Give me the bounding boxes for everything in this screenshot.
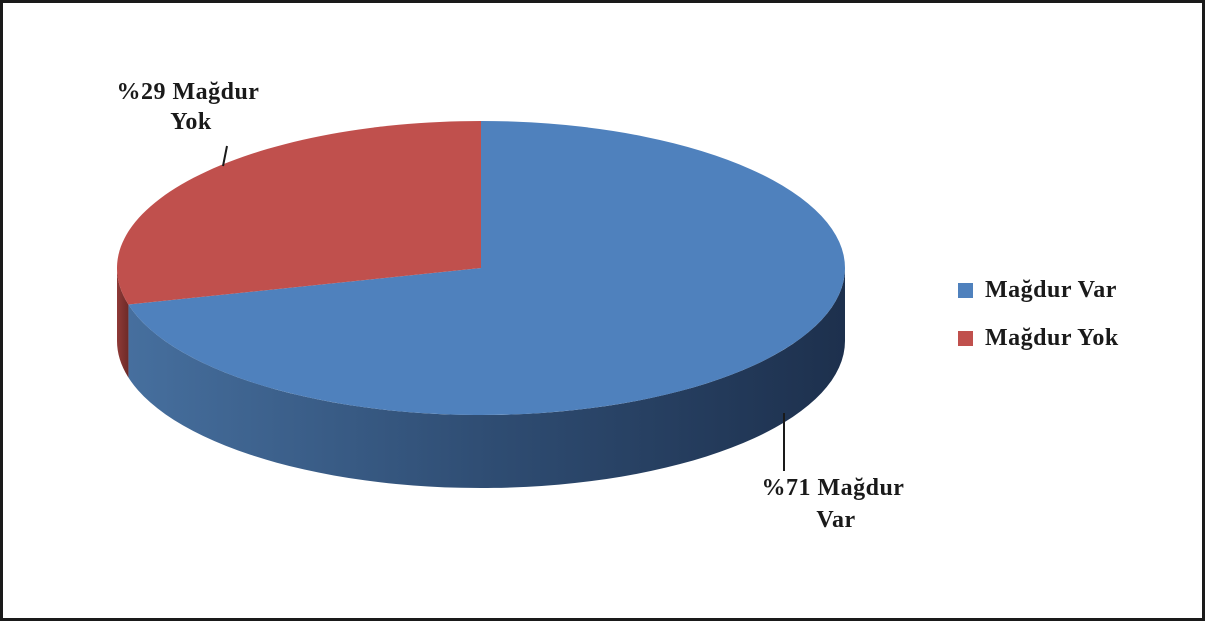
pie-chart: %71 Mağdur Var %29 Mağdur Yok xyxy=(116,79,910,533)
legend-swatch-magdur-var xyxy=(958,282,973,298)
chart-legend: Mağdur Var Mağdur Yok xyxy=(958,275,1119,371)
data-label-magdur-var-line1: %71 Mağdur xyxy=(761,475,904,501)
data-label-magdur-yok-line1: %29 Mağdur xyxy=(116,79,259,105)
legend-swatch-magdur-yok xyxy=(958,330,973,346)
data-label-magdur-var-line2: Var xyxy=(816,507,855,533)
data-label-magdur-var: %71 Mağdur Var xyxy=(761,475,910,533)
pie-side-magdur-var xyxy=(128,268,845,489)
pie-slice-magdur-yok xyxy=(116,121,481,305)
data-label-magdur-yok: %29 Mağdur Yok xyxy=(116,79,265,135)
leader-line-magdur-yok xyxy=(222,145,228,167)
legend-item-magdur-var: Mağdur Var xyxy=(958,275,1119,305)
legend-item-magdur-yok: Mağdur Yok xyxy=(958,323,1119,353)
pie-side-magdur-yok xyxy=(117,268,129,378)
pie-slice-magdur-var xyxy=(128,121,845,415)
data-label-magdur-yok-line2: Yok xyxy=(170,109,212,135)
legend-label-magdur-yok: Mağdur Yok xyxy=(985,324,1119,351)
legend-label-magdur-var: Mağdur Var xyxy=(985,276,1117,303)
